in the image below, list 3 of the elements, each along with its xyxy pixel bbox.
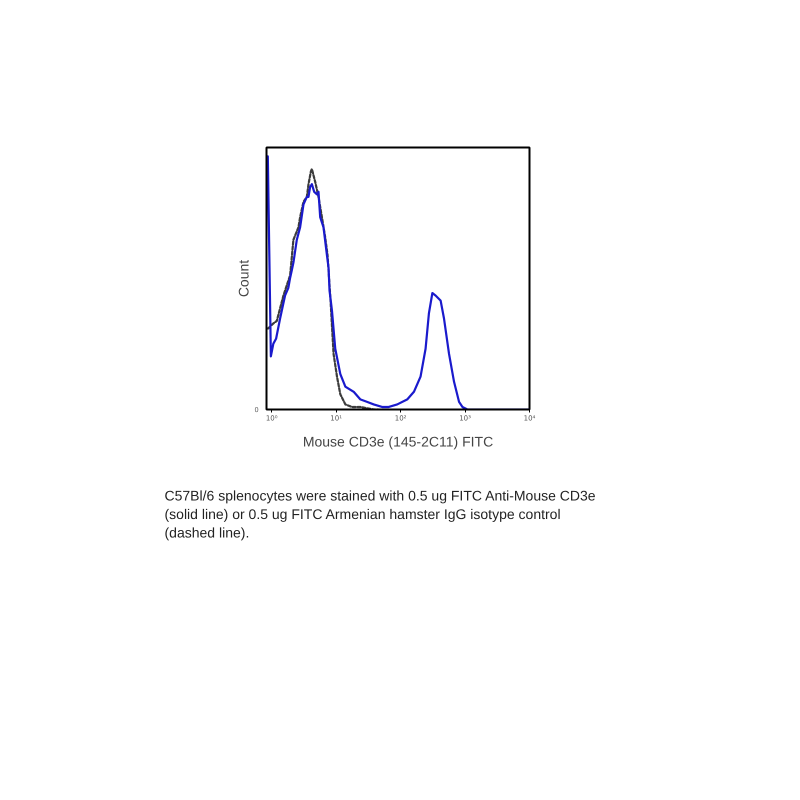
- y-axis-title: Count: [236, 260, 252, 298]
- text: C57Bl/6 splenocytes were stained with 0.5 ug FITC Anti-Mouse CD3e (solid line) or 0.5 ug FITC Armenian hamster IgG isotype control (dashed line).: [164, 488, 596, 540]
- x-axis-title: Mouse CD3e (145-2C11) FITC: [302, 434, 494, 450]
